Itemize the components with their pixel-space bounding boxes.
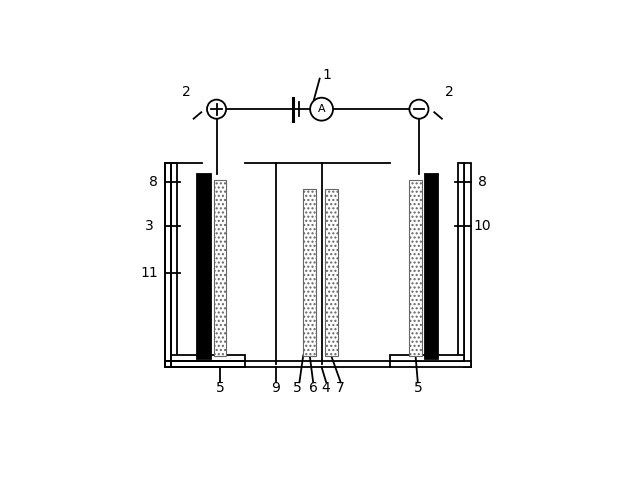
Text: 2: 2 [182, 85, 190, 99]
Text: 7: 7 [336, 381, 345, 395]
Bar [409, 180, 422, 356]
Circle shape [409, 100, 428, 119]
Circle shape [310, 98, 333, 121]
Text: A: A [318, 104, 326, 114]
Text: 9: 9 [272, 381, 280, 395]
Bar [391, 163, 471, 367]
Text: 1: 1 [323, 68, 332, 82]
Text: 10: 10 [473, 219, 491, 233]
Bar [425, 174, 438, 359]
Text: 8: 8 [477, 175, 487, 189]
Text: 3: 3 [145, 219, 154, 233]
Text: 5: 5 [414, 381, 422, 395]
Bar [458, 163, 464, 361]
Text: 4: 4 [322, 381, 330, 395]
Circle shape [207, 100, 226, 119]
Bar [171, 163, 177, 361]
Bar [171, 355, 245, 361]
Text: 5: 5 [293, 381, 302, 395]
Bar [464, 163, 471, 367]
Bar [165, 163, 171, 367]
Bar [214, 180, 226, 356]
Bar [391, 361, 471, 367]
Bar [303, 189, 316, 356]
Text: 2: 2 [445, 85, 454, 99]
Bar [325, 189, 338, 356]
Bar [165, 361, 245, 367]
Text: 8: 8 [149, 175, 158, 189]
Bar [165, 163, 245, 367]
Text: 11: 11 [141, 266, 159, 280]
Text: 6: 6 [309, 381, 317, 395]
Text: 5: 5 [216, 381, 224, 395]
Bar [197, 174, 211, 359]
Bar [391, 355, 464, 361]
